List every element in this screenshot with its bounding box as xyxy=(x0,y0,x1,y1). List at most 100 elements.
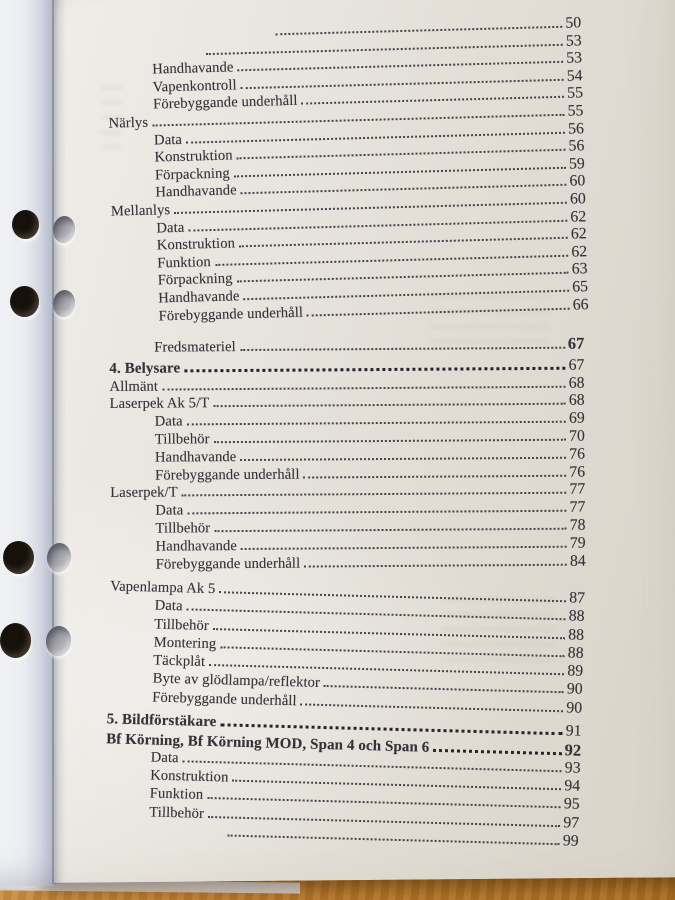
toc-entry-label: Data xyxy=(154,413,183,430)
toc-entry-label: Täckplåt xyxy=(153,652,206,671)
toc-page-number: 63 xyxy=(571,260,588,278)
toc-page-number: 53 xyxy=(566,49,583,67)
toc-entry-label: Fredsmateriel xyxy=(154,339,236,356)
toc-page-number: 55 xyxy=(566,84,584,103)
toc-page-number: 70 xyxy=(569,427,585,445)
toc-page-number: 62 xyxy=(570,225,587,243)
toc-leader-dots xyxy=(240,545,567,550)
toc-leader-dots xyxy=(213,438,567,444)
bleed-through-smudge xyxy=(100,86,122,148)
toc-entry-label xyxy=(152,55,202,56)
toc-entry-label: Data xyxy=(153,131,183,149)
toc-entry-label: Vapenkontroll xyxy=(152,77,237,96)
toc-page-number: 88 xyxy=(568,625,585,644)
toc-leader-dots xyxy=(240,456,567,461)
toc-leader-dots xyxy=(300,703,564,713)
toc-leader-dots xyxy=(214,527,567,533)
toc-entry-label: Data xyxy=(155,502,184,519)
toc-leader-dots xyxy=(184,366,566,373)
toc-page-number: 66 xyxy=(572,295,589,314)
toc-page-number: 56 xyxy=(568,137,585,155)
toc-entry-label: Närlys xyxy=(108,114,149,132)
toc-leader-dots xyxy=(433,749,562,756)
toc-page-number: 69 xyxy=(568,409,585,427)
toc-page-number: 78 xyxy=(569,516,586,534)
toc-entry-label: Handhavande xyxy=(152,59,234,78)
toc-page-number: 88 xyxy=(567,644,584,662)
toc-entry-label: Handhavande xyxy=(158,288,240,307)
toc-page-number: 62 xyxy=(571,242,588,261)
toc-entry-label xyxy=(149,834,224,836)
toc-page-number: 54 xyxy=(566,67,583,85)
toc-page-number: 50 xyxy=(565,14,582,32)
toc-page-number: 68 xyxy=(568,391,585,410)
toc-entry-label: Tillbehör xyxy=(154,431,210,448)
toc-page-number: 68 xyxy=(568,374,585,392)
toc-page-number: 60 xyxy=(569,190,586,208)
toc-entry-label: Konstruktion xyxy=(154,147,233,166)
toc-entry-label: Förebyggande underhåll xyxy=(152,689,297,710)
binder-crease-shadow xyxy=(52,0,66,884)
toc-page-number: 89 xyxy=(567,662,584,680)
toc-page-number: 65 xyxy=(572,278,589,296)
toc-page-number: 62 xyxy=(570,207,587,226)
toc-entry-label: Tillbehör xyxy=(153,616,210,634)
toc-page-number: 76 xyxy=(569,445,586,463)
toc-page-number: 53 xyxy=(565,31,582,50)
toc-entry: Förebyggande underhåll 84 xyxy=(99,552,586,573)
toc-leader-dots xyxy=(162,385,566,391)
toc-entry-label: Förebyggande underhåll xyxy=(155,555,301,573)
toc-leader-dots xyxy=(307,307,570,317)
toc-group-upper: 50 53 Handhavande 53 Vapenkontroll 54 Fö… xyxy=(94,14,589,326)
toc-entry-label: Handhavande xyxy=(155,182,237,201)
toc-entry-label: 4. Belysare xyxy=(109,360,181,377)
bleed-through-smudge xyxy=(430,295,550,343)
toc-page-number: 79 xyxy=(569,534,586,552)
toc-entry-label: Handhavande xyxy=(154,448,237,466)
toc-page-number: 56 xyxy=(567,119,585,138)
toc-leader-dots xyxy=(323,685,564,694)
toc-entry-label: Allmänt xyxy=(109,378,159,395)
toc-page-number: 94 xyxy=(564,777,581,795)
toc-page-number: 84 xyxy=(569,552,586,570)
toc-leader-dots xyxy=(186,420,566,426)
upturned-left-page xyxy=(0,0,54,886)
toc-entry-label: Funktion xyxy=(149,785,204,804)
toc-page-number: 87 xyxy=(569,589,586,607)
toc-group-middle: Fredsmateriel 67 4. Belysare 67 Allmänt … xyxy=(97,334,586,574)
toc-page-number: 95 xyxy=(563,795,580,813)
toc-page-number: 92 xyxy=(564,740,582,761)
toc-entry-label: Mellanlys xyxy=(110,202,171,220)
toc-page-number: 67 xyxy=(568,356,585,374)
toc-leader-dots xyxy=(239,346,565,352)
toc-entry-label: 5. Bildförstäkare xyxy=(106,711,217,731)
toc-entry-label: Laserpek Ak 5/T xyxy=(109,395,210,413)
toc-page-number: 97 xyxy=(563,813,580,832)
toc-page-number: 59 xyxy=(568,155,586,173)
toc-entry-label: Data xyxy=(154,597,183,615)
toc-page-number: 55 xyxy=(567,102,584,120)
punch-hole-dark xyxy=(0,623,31,658)
toc-entry-label: Data xyxy=(156,219,185,237)
toc-leader-dots xyxy=(213,403,566,408)
toc-entry-label: Handhavande xyxy=(155,537,238,555)
toc-entry-label: Förebyggande underhåll xyxy=(155,466,300,484)
toc-entry-label: Laserpek/T xyxy=(110,484,178,502)
toc-entry-label: Konstruktion xyxy=(150,767,229,786)
toc-leader-dots xyxy=(181,492,567,497)
toc-page-number: 88 xyxy=(568,607,585,626)
toc-page-number: 77 xyxy=(569,480,586,499)
toc-page-number: 90 xyxy=(566,699,583,717)
toc-entry-label xyxy=(151,35,271,38)
toc-entry-label: Tillbehör xyxy=(155,520,211,537)
punch-hole-dark xyxy=(3,541,34,574)
toc-page-number: 90 xyxy=(566,680,583,699)
toc-leader-dots xyxy=(303,474,567,479)
toc-page-number: 77 xyxy=(569,498,586,516)
toc-entry: Fredsmateriel 67 xyxy=(97,334,584,356)
punch-hole-dark xyxy=(12,210,39,239)
toc-entry-label: Montering xyxy=(153,634,217,653)
toc-group-lower: Vapenlampa Ak 5 87 Data 88 Tillbehör 88 … xyxy=(92,577,586,851)
bleed-through-smudge xyxy=(440,598,555,662)
